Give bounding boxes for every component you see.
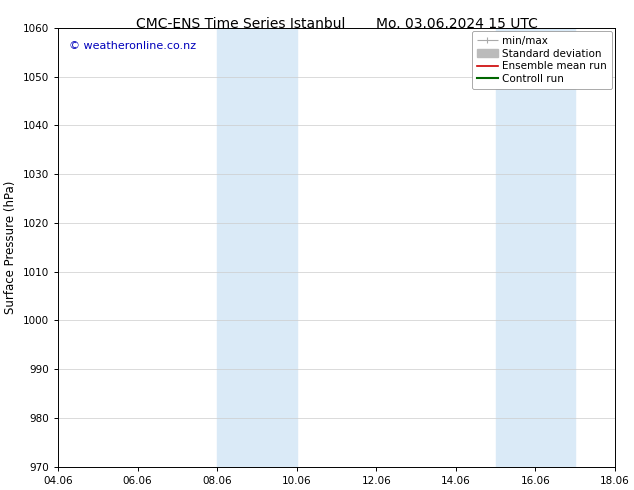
Bar — [496, 28, 575, 467]
Legend: min/max, Standard deviation, Ensemble mean run, Controll run: min/max, Standard deviation, Ensemble me… — [472, 31, 612, 89]
Y-axis label: Surface Pressure (hPa): Surface Pressure (hPa) — [4, 181, 17, 314]
Text: CMC-ENS Time Series Istanbul: CMC-ENS Time Series Istanbul — [136, 17, 346, 31]
Bar — [217, 28, 297, 467]
Text: Mo. 03.06.2024 15 UTC: Mo. 03.06.2024 15 UTC — [375, 17, 538, 31]
Text: © weatheronline.co.nz: © weatheronline.co.nz — [69, 41, 197, 51]
